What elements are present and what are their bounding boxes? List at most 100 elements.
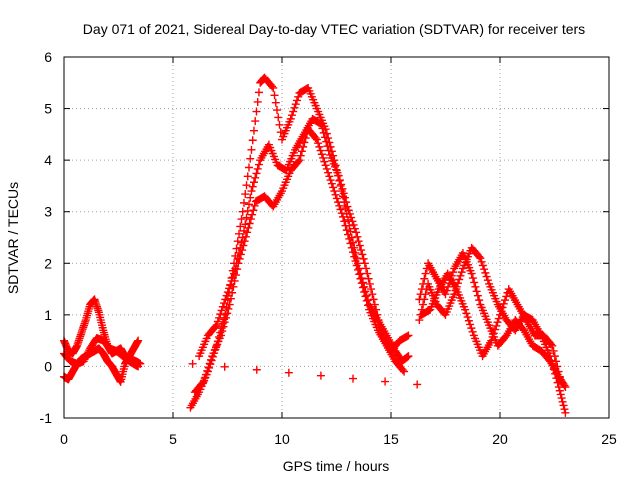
data-point <box>236 243 245 252</box>
data-point <box>466 320 475 329</box>
data-point <box>339 189 348 198</box>
data-point <box>370 300 379 309</box>
data-point <box>415 295 424 304</box>
data-point <box>235 229 244 238</box>
data-point <box>335 176 344 185</box>
data-point <box>247 145 256 154</box>
y-tick-label: -1 <box>40 410 53 426</box>
data-point <box>552 357 561 366</box>
data-point <box>467 269 476 278</box>
data-point <box>555 372 564 381</box>
data-point <box>225 300 234 309</box>
x-tick-label: 5 <box>169 431 177 447</box>
data-point <box>232 244 241 253</box>
data-point <box>221 295 230 304</box>
data-point <box>413 380 422 389</box>
data-point <box>362 296 371 305</box>
data-point <box>289 107 298 116</box>
data-point <box>360 288 369 297</box>
data-point <box>218 302 227 311</box>
data-point <box>381 377 390 386</box>
data-point <box>223 309 232 318</box>
data-point <box>375 321 384 330</box>
data-point <box>377 326 386 335</box>
data-point <box>559 401 568 410</box>
data-point <box>227 276 236 285</box>
data-marks <box>60 73 570 417</box>
data-point <box>297 147 306 156</box>
data-point <box>352 261 361 270</box>
data-point <box>403 352 412 361</box>
data-point <box>324 146 333 155</box>
data-point <box>83 349 92 358</box>
data-point <box>398 366 407 375</box>
data-point <box>251 117 260 126</box>
data-point <box>295 156 304 165</box>
data-point <box>242 181 251 190</box>
data-point <box>220 299 229 308</box>
data-point <box>217 306 226 315</box>
data-point <box>373 310 382 319</box>
series-track-9 <box>417 269 566 386</box>
data-point <box>242 213 251 222</box>
data-point <box>315 119 324 128</box>
data-point <box>496 310 504 319</box>
chart-title: Day 071 of 2021, Sidereal Day-to-day VTE… <box>83 21 585 37</box>
data-point <box>367 285 376 294</box>
data-point <box>203 366 212 375</box>
x-tick-label: 20 <box>492 431 508 447</box>
data-point <box>369 295 378 304</box>
data-point <box>294 92 303 101</box>
data-point <box>332 194 341 203</box>
data-point <box>315 142 324 151</box>
data-point <box>206 355 215 364</box>
data-point <box>346 239 355 248</box>
data-point <box>560 405 569 414</box>
data-point <box>442 286 451 295</box>
data-point <box>558 397 567 406</box>
data-point <box>421 269 430 278</box>
data-point <box>476 254 485 263</box>
data-point <box>336 205 345 214</box>
data-point <box>253 97 262 106</box>
data-point <box>443 282 452 291</box>
data-point <box>236 222 245 231</box>
data-point <box>329 183 338 192</box>
data-point <box>358 283 367 292</box>
data-point <box>270 91 279 100</box>
data-point <box>341 221 350 230</box>
data-point <box>344 230 353 239</box>
data-point <box>400 367 409 376</box>
data-point <box>352 228 361 237</box>
data-point <box>291 100 300 109</box>
data-point <box>357 246 366 255</box>
x-tick-label: 25 <box>601 431 617 447</box>
data-point <box>200 374 209 383</box>
data-point <box>222 291 231 300</box>
data-point <box>226 294 235 303</box>
data-point <box>548 341 557 350</box>
data-point <box>225 284 234 293</box>
data-point <box>360 259 369 268</box>
data-point <box>354 237 363 246</box>
data-point <box>269 83 278 92</box>
data-point <box>276 128 285 137</box>
data-point <box>249 178 258 187</box>
data-point <box>223 288 232 297</box>
data-point <box>219 322 228 331</box>
data-point <box>286 114 295 123</box>
data-point <box>464 316 473 325</box>
data-point <box>359 254 368 263</box>
data-point <box>199 377 208 386</box>
data-point <box>250 201 259 210</box>
data-point <box>247 187 256 196</box>
data-point <box>344 206 353 215</box>
data-point <box>248 210 257 219</box>
data-point <box>319 153 328 162</box>
y-tick-label: 6 <box>44 49 52 65</box>
x-tick-label: 15 <box>383 431 399 447</box>
grid-lines <box>64 57 609 418</box>
data-point <box>350 252 359 261</box>
data-point <box>243 172 252 181</box>
